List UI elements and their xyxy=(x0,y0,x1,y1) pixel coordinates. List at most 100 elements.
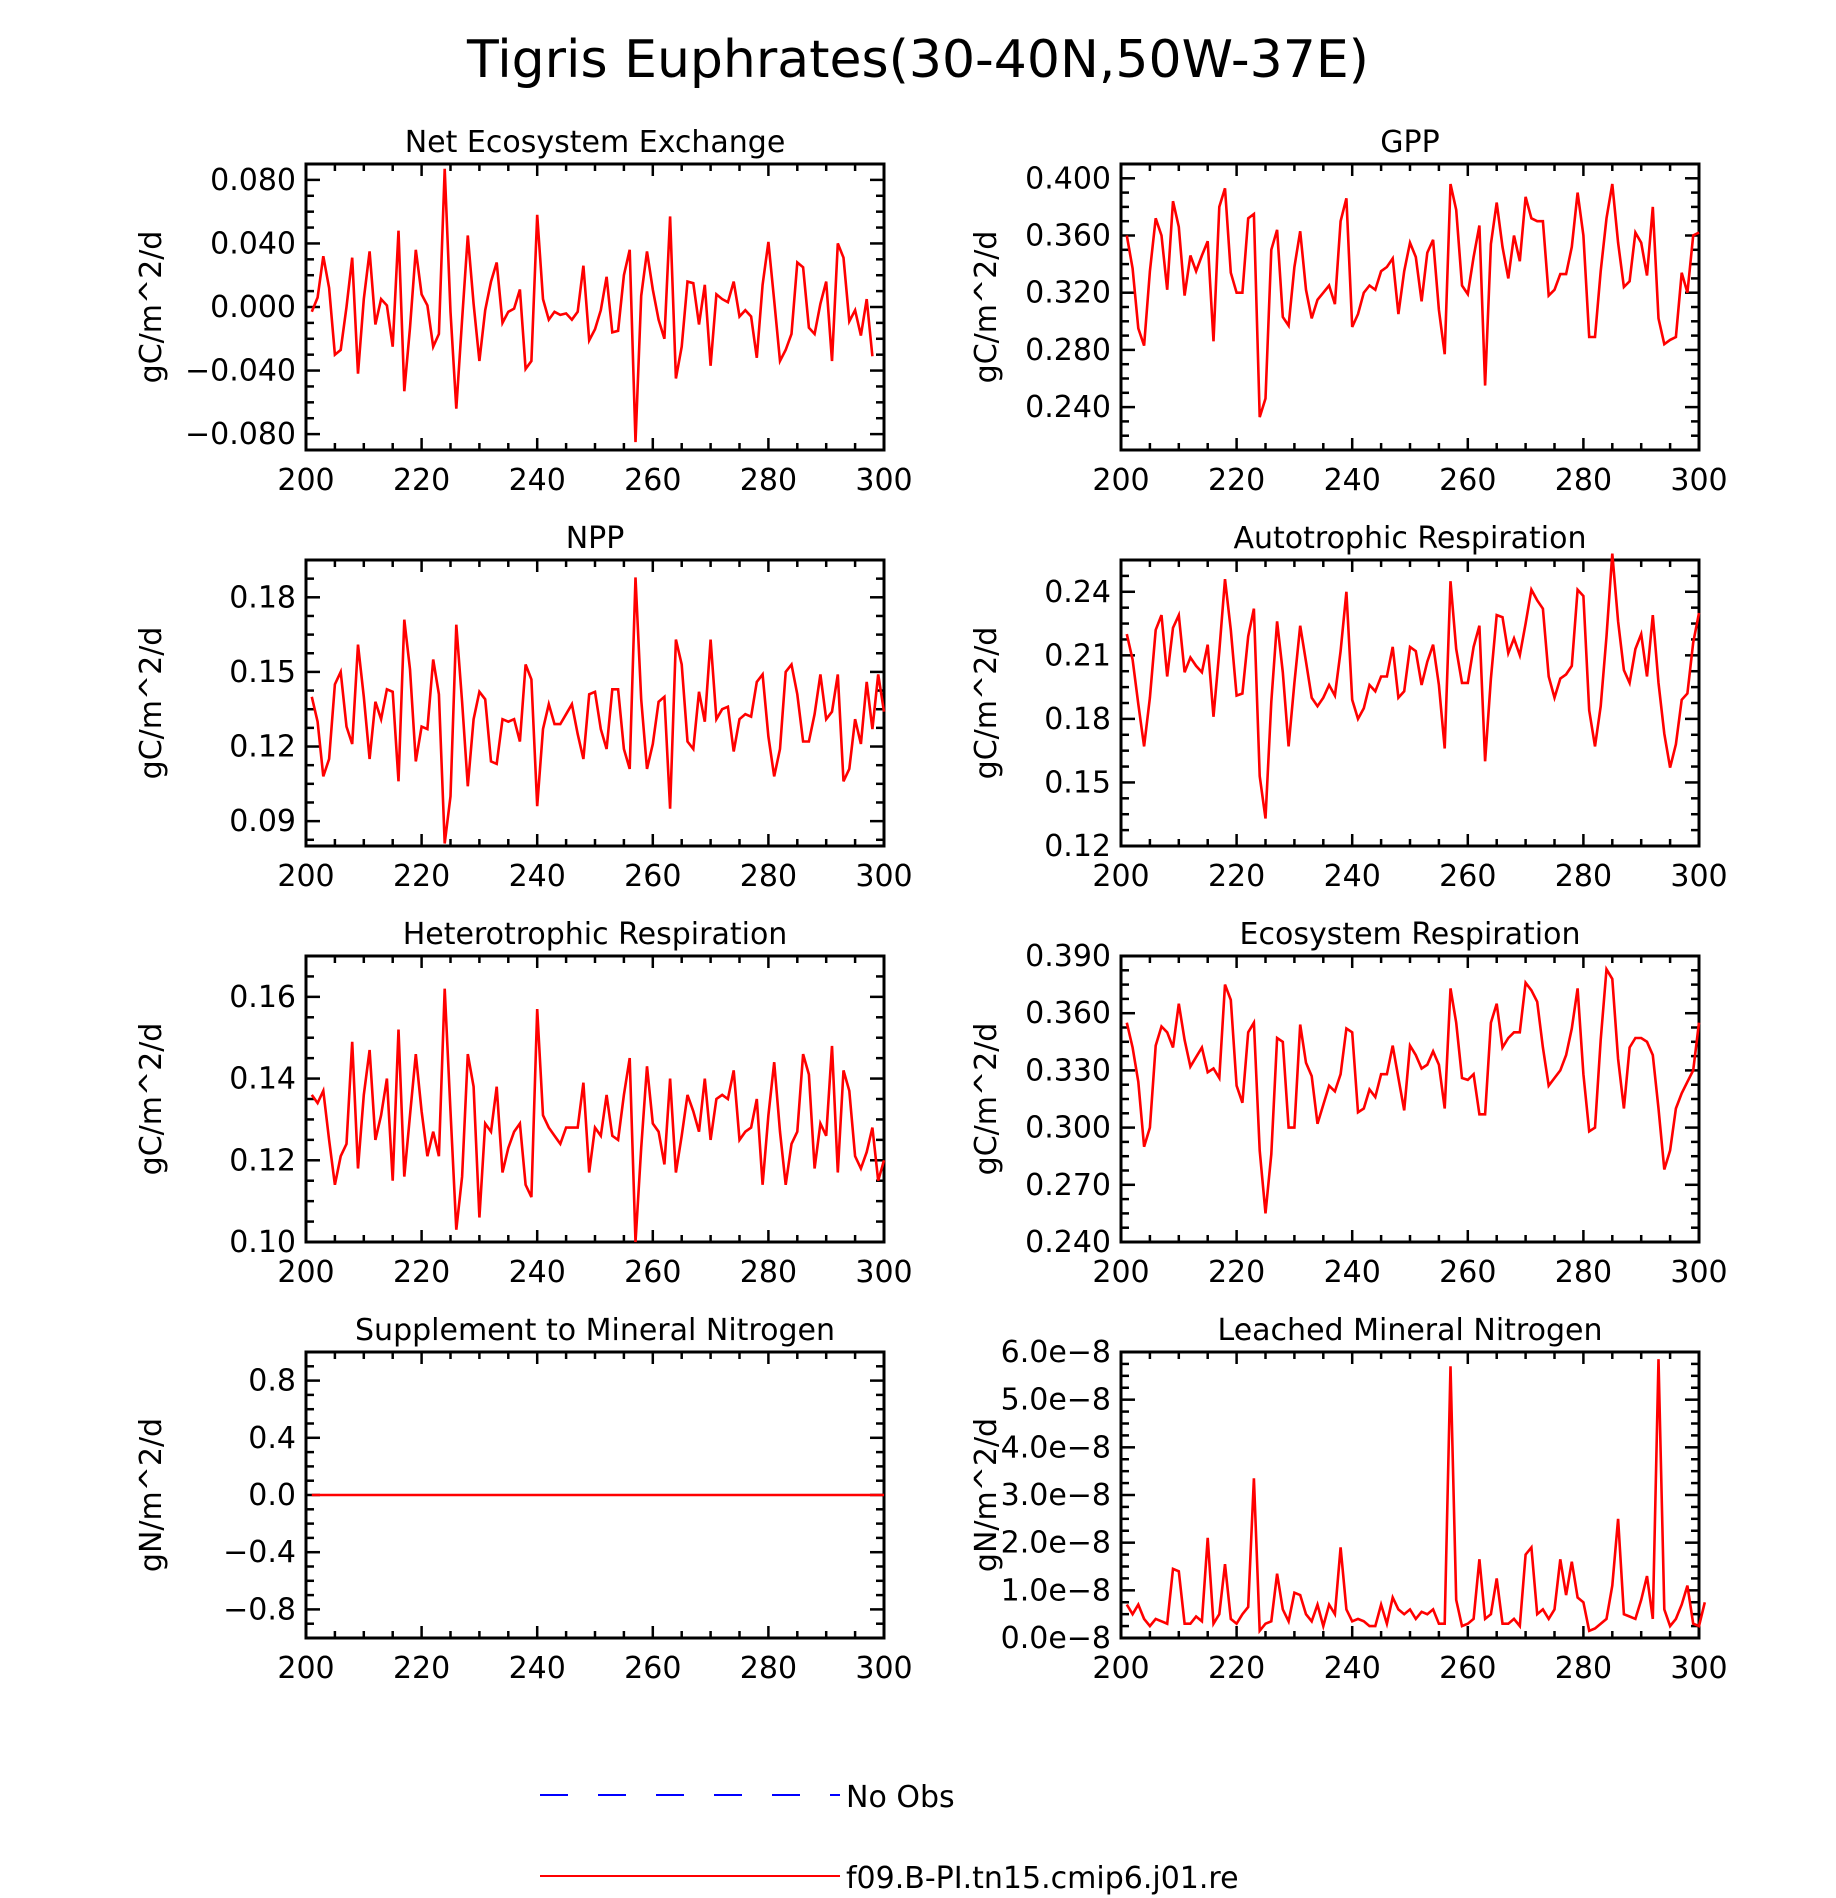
y-tick-label: 6.0e−8 xyxy=(1001,1335,1111,1370)
y-tick-label: 0.16 xyxy=(229,980,296,1015)
y-tick-label: 3.0e−8 xyxy=(1001,1478,1111,1513)
legend-label-model-run: f09.B-PI.tn15.cmip6.j01.re xyxy=(846,1861,1239,1896)
y-axis-label: gC/m^2/d xyxy=(969,231,1004,384)
panel-supplement-to-mineral-nitrogen: Supplement to Mineral Nitrogen gN/m^2/d 20… xyxy=(134,1313,913,1686)
x-tick-label: 220 xyxy=(393,1255,450,1290)
x-tick-label: 240 xyxy=(509,859,566,894)
y-axis-label: gC/m^2/d xyxy=(134,627,169,780)
x-tick-label: 260 xyxy=(624,859,681,894)
panel-npp: NPP gC/m^2/d 200 220 240 260 280 300 0.09 0.12 0.1… xyxy=(134,521,913,894)
y-tick-label: 1.0e−8 xyxy=(1001,1573,1111,1608)
x-tick-label: 200 xyxy=(1092,463,1149,498)
x-tick-label: 300 xyxy=(1670,463,1727,498)
x-tick-label: 260 xyxy=(624,463,681,498)
y-tick-label: 0.12 xyxy=(229,730,296,765)
y-tick-label: 0.000 xyxy=(210,290,296,325)
y-tick-label: −0.040 xyxy=(185,354,296,389)
x-tick-label: 240 xyxy=(509,1651,566,1686)
x-tick-label: 260 xyxy=(624,1651,681,1686)
y-tick-label: 0.12 xyxy=(1044,829,1111,864)
x-tick-label: 300 xyxy=(1670,1651,1727,1686)
y-tick-label: 0.270 xyxy=(1025,1168,1111,1203)
plot-frame xyxy=(1119,558,1701,848)
x-tick-label: 280 xyxy=(1555,859,1612,894)
legend-label-no-obs: No Obs xyxy=(846,1780,955,1815)
x-tick-label: 200 xyxy=(1092,1255,1149,1290)
panel-title: Net Ecosystem Exchange xyxy=(405,125,786,160)
x-tick-label: 220 xyxy=(1208,1255,1265,1290)
y-tick-label: 0.360 xyxy=(1025,996,1111,1031)
x-tick-label: 260 xyxy=(1439,1651,1496,1686)
y-axis-label: gC/m^2/d xyxy=(969,1023,1004,1176)
y-tick-label: 5.0e−8 xyxy=(1001,1383,1111,1418)
x-tick-label: 240 xyxy=(509,463,566,498)
series-line xyxy=(1125,183,1700,418)
series-line xyxy=(310,577,886,844)
y-tick-label: 0.330 xyxy=(1025,1053,1111,1088)
x-tick-label: 200 xyxy=(277,1255,334,1290)
x-tick-label: 280 xyxy=(740,463,797,498)
y-axis-label: gC/m^2/d xyxy=(969,627,1004,780)
figure-title: Tigris Euphrates(30-40N,50W-37E) xyxy=(466,30,1369,90)
x-tick-label: 300 xyxy=(855,859,912,894)
x-tick-label: 260 xyxy=(1439,859,1496,894)
y-tick-label: 0.10 xyxy=(229,1225,296,1260)
panel-autotrophic-respiration: Autotrophic Respiration gC/m^2/d 200 220 240… xyxy=(969,521,1728,894)
x-tick-label: 240 xyxy=(1324,1255,1381,1290)
legend: No Obs f09.B-PI.tn15.cmip6.j01.re xyxy=(540,1780,1239,1896)
panel-title: Heterotrophic Respiration xyxy=(403,917,788,952)
y-axis-label: gC/m^2/d xyxy=(134,231,169,384)
x-tick-label: 240 xyxy=(1324,859,1381,894)
x-tick-label: 200 xyxy=(1092,859,1149,894)
x-tick-label: 200 xyxy=(277,1651,334,1686)
y-tick-label: 0.320 xyxy=(1025,276,1111,311)
y-axis-label: gN/m^2/d xyxy=(969,1418,1004,1572)
x-tick-label: 200 xyxy=(277,859,334,894)
plot-frame xyxy=(1119,954,1701,1244)
x-tick-label: 220 xyxy=(393,463,450,498)
y-tick-label: 0.300 xyxy=(1025,1111,1111,1146)
series-line xyxy=(1125,965,1701,1214)
x-tick-label: 220 xyxy=(393,1651,450,1686)
y-tick-label: 4.0e−8 xyxy=(1001,1430,1111,1465)
y-tick-label: 0.15 xyxy=(1044,765,1111,800)
y-tick-label: 0.240 xyxy=(1025,390,1111,425)
y-tick-label: 0.390 xyxy=(1025,939,1111,974)
y-tick-label: 0.0e−8 xyxy=(1001,1621,1111,1656)
plot-frame xyxy=(304,162,886,452)
x-tick-label: 220 xyxy=(393,859,450,894)
x-tick-label: 220 xyxy=(1208,463,1265,498)
series-line xyxy=(1125,1359,1707,1635)
y-tick-label: 0.15 xyxy=(229,655,296,690)
x-tick-label: 240 xyxy=(509,1255,566,1290)
panel-net-ecosystem-exchange: Net Ecosystem Exchange gC/m^2/d 200 220 240 2… xyxy=(134,125,913,498)
x-tick-label: 300 xyxy=(855,463,912,498)
x-tick-label: 220 xyxy=(1208,1651,1265,1686)
x-tick-label: 300 xyxy=(855,1651,912,1686)
y-tick-label: 0.24 xyxy=(1044,575,1111,610)
series-line xyxy=(310,988,886,1243)
y-tick-label: 0.18 xyxy=(1044,702,1111,737)
y-tick-label: 0.240 xyxy=(1025,1225,1111,1260)
panel-heterotrophic-respiration: Heterotrophic Respiration gC/m^2/d 200 220 2… xyxy=(134,917,913,1290)
y-tick-label: 0.400 xyxy=(1025,161,1111,196)
y-tick-label: 0.040 xyxy=(210,226,296,261)
panel-title: GPP xyxy=(1380,125,1439,160)
panel-leached-mineral-nitrogen: Leached Mineral Nitrogen gN/m^2/d 200 220 24… xyxy=(969,1313,1728,1686)
y-axis-label: gC/m^2/d xyxy=(134,1023,169,1176)
x-tick-label: 260 xyxy=(1439,1255,1496,1290)
x-tick-label: 260 xyxy=(624,1255,681,1290)
panel-gpp: GPP gC/m^2/d 200 220 240 260 280 300 0.240 0.280 0… xyxy=(969,125,1728,498)
y-tick-label: 0.09 xyxy=(229,804,296,839)
x-tick-label: 280 xyxy=(740,1651,797,1686)
y-tick-label: 0.080 xyxy=(210,163,296,198)
panel-title: NPP xyxy=(566,521,625,556)
x-tick-label: 200 xyxy=(277,463,334,498)
x-tick-label: 280 xyxy=(1555,1651,1612,1686)
y-tick-label: 0.8 xyxy=(248,1364,296,1399)
x-tick-label: 300 xyxy=(1670,859,1727,894)
y-tick-label: 0.21 xyxy=(1044,638,1111,673)
y-tick-label: 0.360 xyxy=(1025,219,1111,254)
y-tick-label: 0.18 xyxy=(229,580,296,615)
